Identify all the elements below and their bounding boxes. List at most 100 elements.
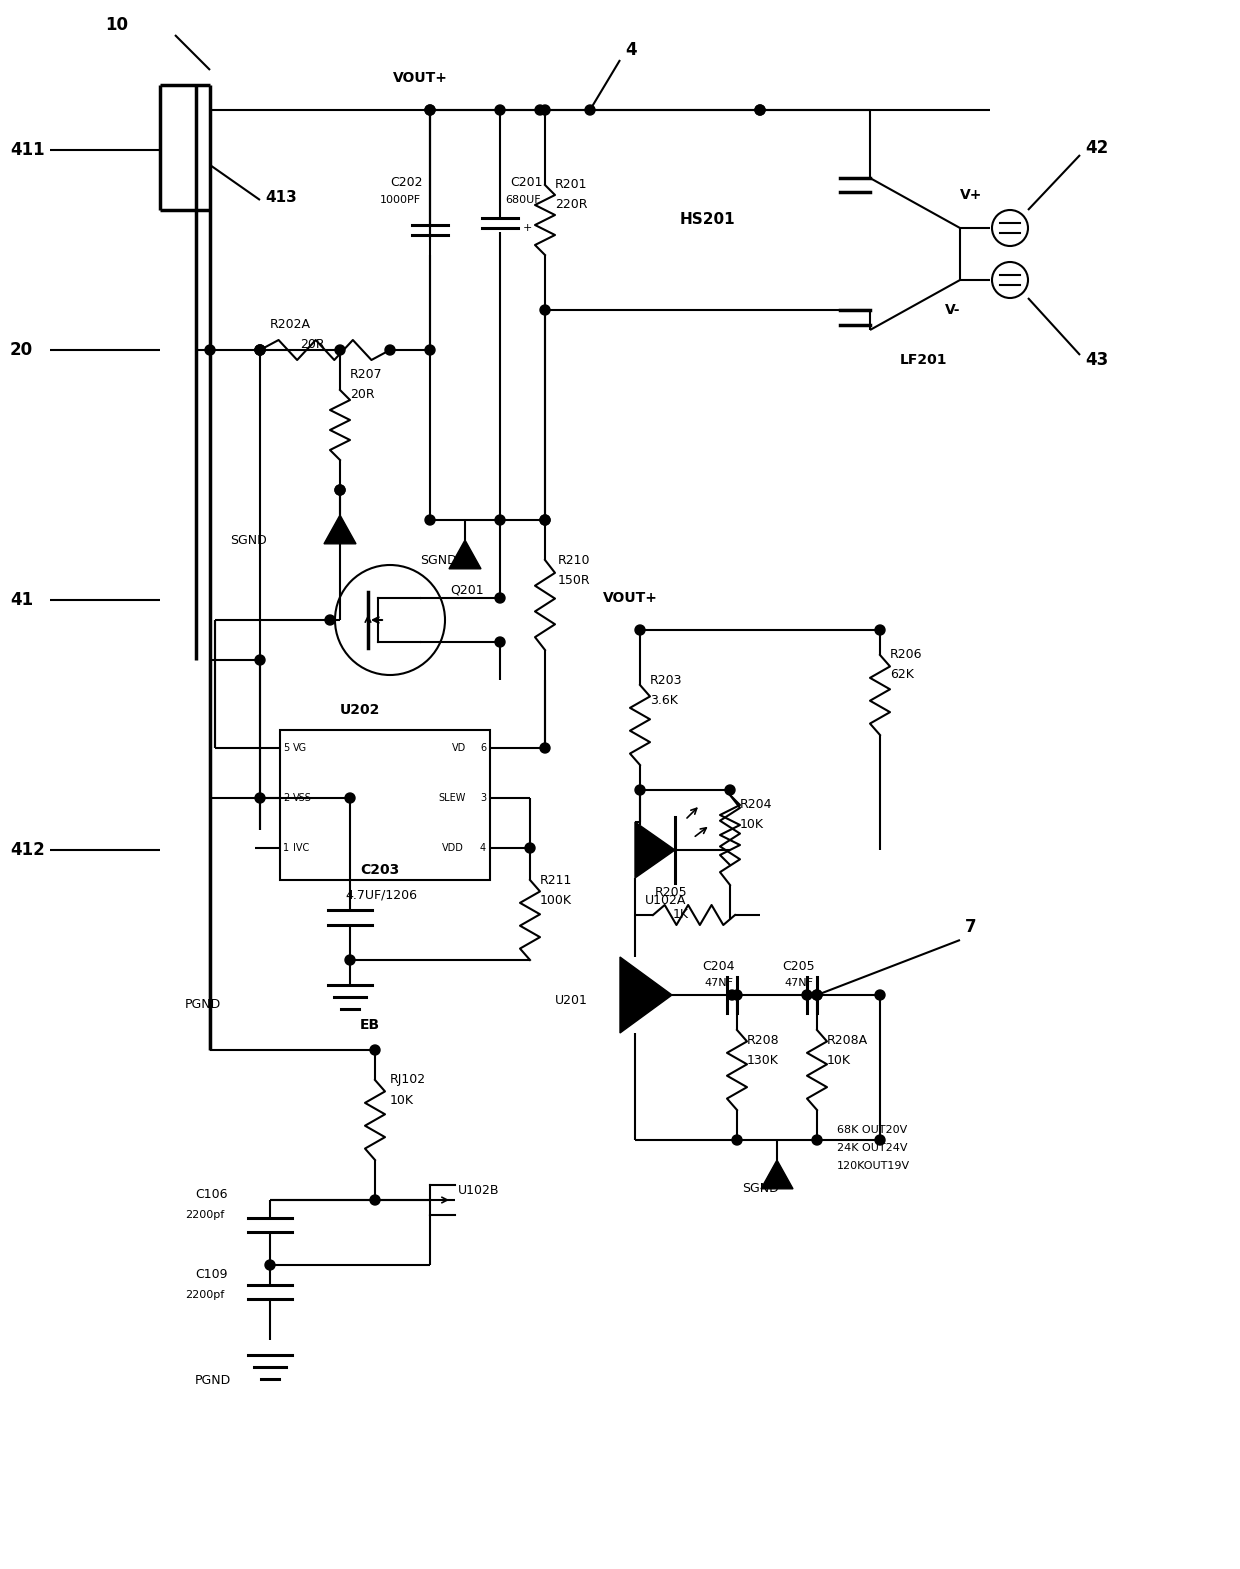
Text: 680UF: 680UF [505, 195, 541, 206]
Circle shape [539, 744, 551, 753]
Circle shape [255, 345, 265, 355]
Text: Q201: Q201 [450, 584, 484, 596]
Circle shape [335, 485, 345, 494]
Circle shape [370, 1196, 379, 1205]
Text: C202: C202 [391, 176, 423, 190]
Text: LF201: LF201 [900, 353, 947, 367]
Text: VOUT+: VOUT+ [393, 71, 448, 85]
Text: V+: V+ [960, 188, 982, 202]
Text: 62K: 62K [890, 668, 914, 681]
Circle shape [875, 624, 885, 635]
Text: 43: 43 [1085, 351, 1109, 369]
Text: 6: 6 [480, 744, 486, 753]
Circle shape [755, 105, 765, 115]
Text: 2: 2 [283, 792, 289, 803]
Circle shape [875, 990, 885, 999]
Circle shape [585, 105, 595, 115]
Text: +: + [523, 223, 532, 234]
Circle shape [539, 515, 551, 526]
Text: 5: 5 [283, 744, 289, 753]
Text: C205: C205 [782, 960, 815, 973]
Circle shape [205, 345, 215, 355]
Text: IVC: IVC [293, 843, 309, 854]
Text: R208A: R208A [827, 1034, 868, 1047]
Circle shape [255, 345, 265, 355]
Circle shape [812, 990, 822, 999]
Circle shape [802, 990, 812, 999]
Text: U102B: U102B [458, 1183, 500, 1197]
Text: VOUT+: VOUT+ [603, 592, 657, 606]
Circle shape [425, 515, 435, 526]
Text: 2200pf: 2200pf [185, 1290, 224, 1301]
Text: R202A: R202A [270, 319, 311, 331]
Bar [280, 730, 490, 880]
Circle shape [635, 624, 645, 635]
Text: 411: 411 [10, 141, 45, 158]
Circle shape [495, 637, 505, 646]
Text: 24K OUT24V: 24K OUT24V [837, 1142, 908, 1153]
Circle shape [534, 105, 546, 115]
Text: R211: R211 [539, 874, 573, 886]
Text: 3: 3 [480, 792, 486, 803]
Text: 20R: 20R [300, 339, 325, 351]
Text: R204: R204 [740, 799, 773, 811]
Text: VG: VG [293, 744, 308, 753]
Text: 20R: 20R [350, 389, 374, 402]
Text: 130K: 130K [746, 1053, 779, 1067]
Polygon shape [635, 822, 675, 879]
Circle shape [265, 1260, 275, 1269]
Text: SLEW: SLEW [438, 792, 465, 803]
Circle shape [732, 990, 742, 999]
Text: PGND: PGND [195, 1373, 231, 1387]
Circle shape [495, 105, 505, 115]
Text: VDD: VDD [441, 843, 464, 854]
Circle shape [727, 990, 737, 999]
Circle shape [255, 792, 265, 803]
Text: 120KOUT19V: 120KOUT19V [837, 1161, 910, 1170]
Circle shape [525, 843, 534, 854]
Text: R201: R201 [556, 179, 588, 191]
Text: C109: C109 [195, 1268, 227, 1282]
Text: 10K: 10K [827, 1053, 851, 1067]
Text: HS201: HS201 [680, 212, 735, 228]
Circle shape [725, 784, 735, 795]
Text: VD: VD [453, 744, 466, 753]
Text: 7: 7 [965, 918, 977, 937]
Text: 10: 10 [105, 16, 128, 35]
Circle shape [255, 654, 265, 665]
Text: R203: R203 [650, 673, 682, 687]
Circle shape [635, 784, 645, 795]
Text: 47NF: 47NF [784, 977, 813, 988]
Text: 2200pf: 2200pf [185, 1210, 224, 1221]
Text: 1: 1 [283, 843, 289, 854]
Circle shape [812, 1134, 822, 1145]
Text: C106: C106 [195, 1188, 227, 1202]
Text: EB: EB [360, 1018, 381, 1032]
Text: 10K: 10K [740, 819, 764, 832]
Text: 220R: 220R [556, 199, 588, 212]
Text: 68K OUT20V: 68K OUT20V [837, 1125, 908, 1134]
Circle shape [370, 1045, 379, 1054]
Circle shape [539, 105, 551, 115]
Text: C201: C201 [510, 176, 543, 190]
Text: 47NF: 47NF [704, 977, 733, 988]
Text: R207: R207 [350, 369, 383, 381]
Text: 3.6K: 3.6K [650, 693, 678, 706]
Circle shape [425, 345, 435, 355]
Text: 150R: 150R [558, 574, 590, 587]
Text: U202: U202 [340, 703, 381, 717]
Circle shape [495, 515, 505, 526]
Circle shape [425, 105, 435, 115]
Text: 1K: 1K [673, 908, 689, 921]
Text: RJ102: RJ102 [391, 1073, 427, 1086]
Text: U102A: U102A [645, 893, 687, 907]
Text: PGND: PGND [185, 998, 221, 1012]
Circle shape [755, 105, 765, 115]
Circle shape [335, 345, 345, 355]
Text: V-: V- [945, 303, 961, 317]
Text: 41: 41 [10, 592, 33, 609]
Text: C204: C204 [702, 960, 734, 973]
Text: 4.7UF/1206: 4.7UF/1206 [345, 888, 417, 902]
Text: R210: R210 [558, 554, 590, 566]
Text: SGND: SGND [742, 1181, 779, 1194]
